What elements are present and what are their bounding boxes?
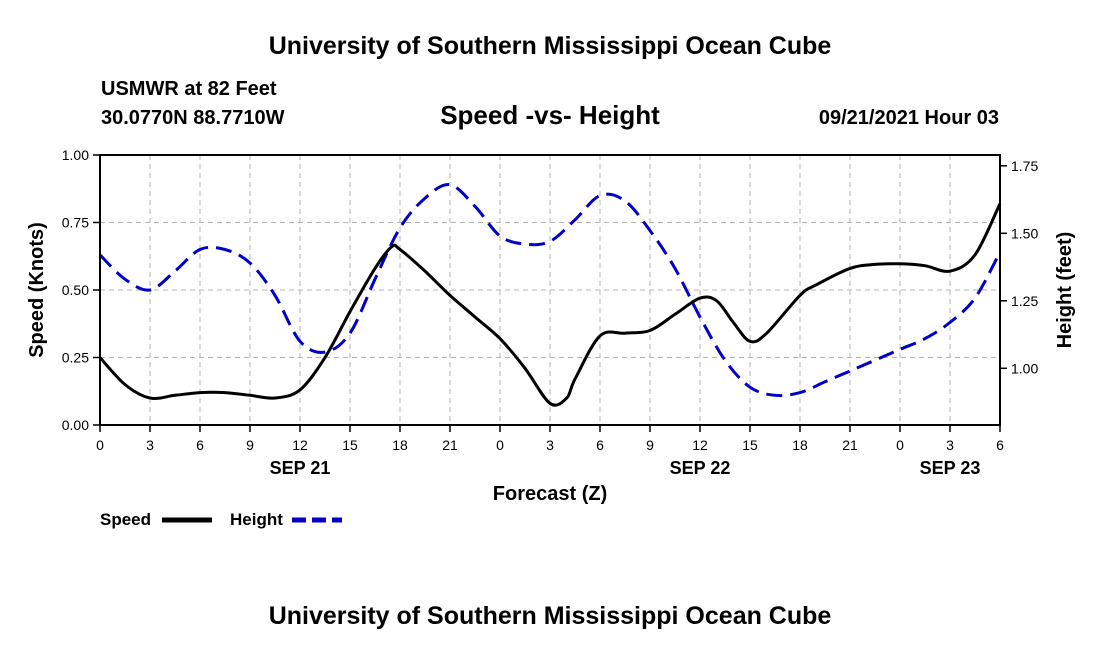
x-tick-label: 0 [496,437,504,453]
x-tick-label: 18 [792,437,808,453]
chart-header-title: University of Southern Mississippi Ocean… [269,32,832,60]
x-tick-label: 3 [946,437,954,453]
speed-series-line [98,202,1002,407]
x-tick-label: 9 [246,437,254,453]
height-series-line [98,183,1002,398]
footer-title: University of Southern Mississippi Ocean… [269,602,832,630]
legend: Speed Height [100,510,342,529]
legend-speed-label: Speed [100,510,151,529]
x-tick-label: 6 [196,437,204,453]
x-axis-label: Forecast (Z) [493,483,607,505]
y2-tick-label: 1.75 [1011,158,1038,174]
y2-axis-label: Height (feet) [1054,232,1076,349]
date-label: SEP 21 [270,458,331,478]
y-axis-label: Speed (Knots) [26,222,48,358]
axis-ticks: 0 3 6 9 12 15 18 21 0 3 6 9 12 15 18 21 0 3 6 0.00 0.25 0.50 0… [62,147,1039,478]
x-tick-label: 15 [742,437,758,453]
x-tick-label: 3 [146,437,154,453]
y-tick-label: 0.25 [62,350,89,366]
x-tick-label: 21 [842,437,858,453]
y2-tick-label: 1.00 [1011,360,1038,376]
y-tick-label: 0.75 [62,215,89,231]
station-label: USMWR at 82 Feet [101,78,277,100]
grid-lines [100,155,1000,425]
x-tick-label: 12 [292,437,308,453]
y-tick-label: 1.00 [62,147,89,163]
legend-height-label: Height [230,510,283,529]
forecast-datetime: 09/21/2021 Hour 03 [819,107,999,129]
x-tick-label: 9 [646,437,654,453]
x-tick-label: 6 [596,437,604,453]
chart-title: Speed -vs- Height [440,100,660,130]
x-tick-label: 12 [692,437,708,453]
x-tick-label: 0 [896,437,904,453]
y-tick-label: 0.00 [62,417,89,433]
date-label: SEP 22 [670,458,731,478]
y-tick-label: 0.50 [62,282,89,298]
coordinates-label: 30.0770N 88.7710W [101,107,285,129]
date-label: SEP 23 [920,458,981,478]
x-tick-label: 18 [392,437,408,453]
x-tick-label: 3 [546,437,554,453]
y2-tick-label: 1.25 [1011,293,1038,309]
x-tick-label: 6 [996,437,1004,453]
x-tick-label: 21 [442,437,458,453]
x-tick-label: 15 [342,437,358,453]
x-tick-label: 0 [96,437,104,453]
y2-tick-label: 1.50 [1011,225,1038,241]
series-group [98,183,1002,407]
